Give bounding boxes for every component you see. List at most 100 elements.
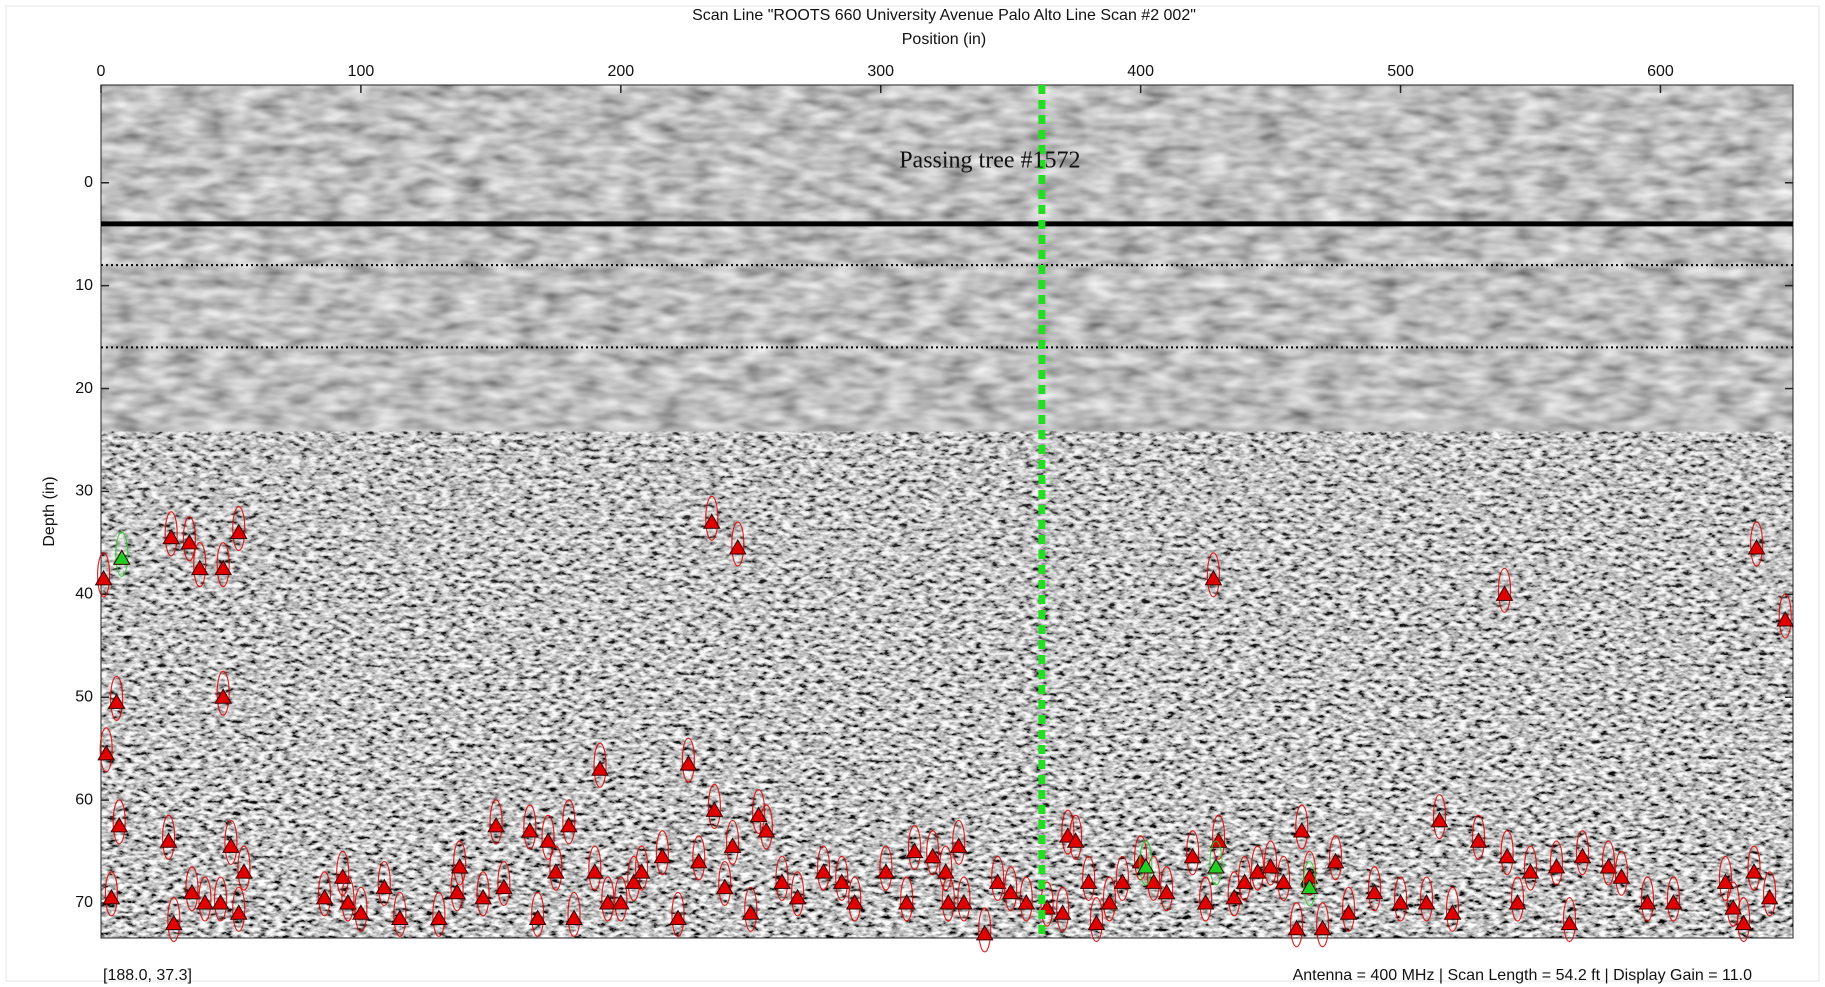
- detection-marker: [391, 909, 409, 925]
- detection-outline: [941, 876, 955, 922]
- detection-marker: [1017, 894, 1036, 910]
- detection-marker: [1664, 894, 1683, 910]
- detection-marker: [183, 883, 201, 900]
- detection-outline: [164, 511, 178, 557]
- detection-outline: [523, 804, 537, 850]
- detection-marker: [877, 863, 895, 879]
- detection-marker: [1365, 883, 1384, 900]
- detection-marker: [1136, 857, 1155, 874]
- detection-marker: [611, 894, 630, 910]
- detection-outline: [744, 886, 758, 932]
- detection-outline: [1562, 896, 1577, 943]
- detection-outline: [614, 876, 628, 922]
- detection-outline: [336, 850, 350, 896]
- detection-marker: [1745, 863, 1763, 879]
- detection-marker: [1734, 914, 1753, 931]
- detection-outline: [115, 531, 129, 577]
- detection-outline: [549, 845, 563, 891]
- detection-marker: [939, 894, 958, 910]
- detection-outline: [232, 505, 246, 552]
- x-tick-label: 100: [348, 63, 375, 80]
- detection-outline: [848, 876, 862, 922]
- detection-outline: [593, 742, 607, 788]
- detection-outline: [759, 804, 773, 850]
- detection-outline: [705, 495, 719, 541]
- detection-outline: [1302, 860, 1317, 907]
- x-tick-label: 500: [1387, 63, 1414, 80]
- detection-marker: [1001, 883, 1020, 900]
- detection-marker: [1747, 539, 1766, 555]
- detection-outline: [541, 814, 555, 860]
- detection-outline: [1115, 855, 1130, 902]
- detection-outline: [112, 799, 126, 845]
- detection-outline: [671, 891, 685, 938]
- detection-marker: [741, 904, 760, 920]
- detection-outline: [957, 876, 971, 922]
- detection-marker: [1157, 883, 1176, 900]
- detection-outline: [182, 516, 196, 562]
- detection-marker: [559, 816, 578, 833]
- detection-outline: [1250, 845, 1265, 891]
- detection-marker: [1053, 904, 1072, 920]
- detection-marker: [653, 847, 672, 864]
- cursor-readout: [188.0, 37.3]: [103, 967, 192, 984]
- detection-outline: [926, 830, 940, 876]
- detection-outline: [601, 876, 615, 922]
- radargram-noise: [101, 431, 1793, 938]
- detection-outline: [476, 871, 490, 917]
- detection-marker: [1560, 914, 1579, 931]
- detection-marker: [1225, 888, 1244, 905]
- detection-marker: [923, 847, 942, 864]
- detection-marker: [585, 863, 604, 879]
- detection-marker: [487, 816, 505, 833]
- detection-outline: [1004, 866, 1018, 912]
- detection-marker: [1498, 847, 1516, 864]
- detection-outline: [900, 876, 914, 922]
- detection-marker: [632, 863, 651, 879]
- detection-outline: [790, 871, 805, 917]
- detection-marker: [1339, 904, 1358, 920]
- detection-outline: [161, 814, 176, 860]
- detection-outline: [1089, 896, 1104, 943]
- detection-outline: [185, 866, 199, 912]
- detection-marker: [1495, 585, 1514, 601]
- detection-outline: [216, 542, 230, 588]
- detection-outline: [707, 783, 721, 830]
- y-tick-label: 20: [75, 380, 93, 397]
- detection-marker: [1287, 919, 1306, 936]
- detection-outline: [1302, 850, 1317, 896]
- detection-outline: [1666, 876, 1681, 922]
- detection-marker: [159, 832, 178, 848]
- detection-marker: [715, 878, 734, 895]
- y-tick-label: 0: [84, 174, 93, 191]
- detection-marker: [1724, 899, 1743, 915]
- detection-marker: [1760, 888, 1779, 905]
- scan-title: Scan Line "ROOTS 660 University Avenue P…: [692, 7, 1196, 24]
- detection-marker: [1209, 832, 1228, 848]
- detection-marker: [669, 909, 687, 925]
- x-tick-label: 400: [1127, 63, 1154, 80]
- y-tick-label: 40: [75, 586, 93, 603]
- detection-marker: [94, 569, 113, 586]
- detection-marker: [1113, 873, 1132, 889]
- detection-outline: [1102, 876, 1117, 922]
- detection-marker: [988, 873, 1007, 889]
- detection-marker: [773, 873, 791, 889]
- detection-marker: [110, 816, 129, 833]
- detection-outline: [978, 907, 992, 953]
- detection-marker: [352, 904, 370, 920]
- detection-marker: [520, 821, 539, 838]
- detection-outline: [354, 886, 368, 932]
- detection-marker: [565, 909, 583, 925]
- detection-marker: [196, 894, 214, 910]
- detection-marker: [1087, 914, 1106, 931]
- detection-marker: [494, 878, 513, 895]
- detection-marker: [1274, 873, 1293, 889]
- detection-marker: [1508, 894, 1527, 910]
- detection-outline: [879, 845, 893, 891]
- detection-marker: [1469, 832, 1488, 848]
- detection-outline: [1737, 896, 1751, 943]
- detection-marker: [1261, 857, 1280, 874]
- detection-outline: [193, 542, 207, 588]
